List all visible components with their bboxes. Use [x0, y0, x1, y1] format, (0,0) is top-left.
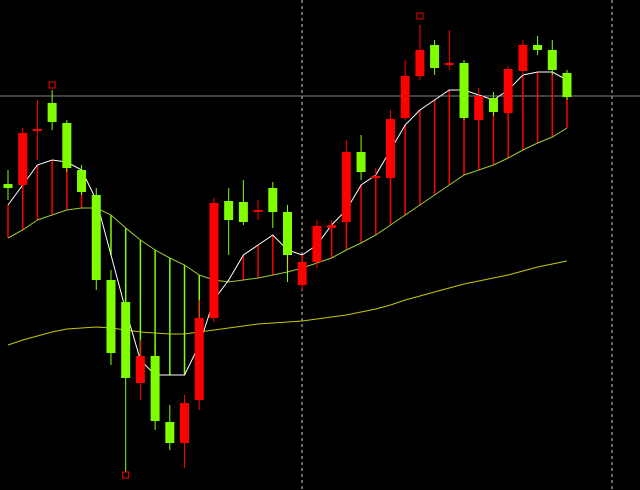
candle-body	[32, 129, 42, 131]
candle-body	[135, 356, 145, 383]
plot	[0, 12, 640, 479]
candle-body	[77, 170, 87, 192]
candle-body	[268, 188, 278, 212]
candle-body	[341, 152, 351, 222]
candle-body	[371, 176, 381, 178]
candle-body	[400, 76, 410, 118]
long-average-line	[7, 260, 568, 346]
candle-body	[327, 225, 337, 228]
candle-body	[474, 96, 484, 120]
candle-body	[430, 45, 440, 68]
candle-body	[415, 50, 425, 76]
candle-body	[562, 73, 572, 97]
candle-body	[121, 302, 131, 378]
candle-body	[253, 210, 263, 212]
candle-body	[356, 152, 366, 172]
candle-body	[283, 212, 292, 255]
fractal-marker	[122, 471, 130, 479]
candle-body	[18, 133, 28, 185]
candle-body	[150, 356, 160, 421]
candle-body	[47, 103, 57, 122]
candle-body	[533, 45, 543, 50]
candle-body	[194, 318, 204, 400]
candle-body	[106, 280, 116, 353]
candle-body	[224, 201, 234, 220]
candle-body	[312, 226, 322, 262]
candle-body	[297, 262, 307, 285]
fractal-marker	[416, 12, 424, 20]
candle-body	[444, 63, 454, 65]
candle-body	[91, 195, 101, 280]
candle-body	[503, 69, 513, 113]
candle-body	[238, 202, 248, 222]
candle-body	[3, 184, 13, 188]
candle-body	[165, 422, 175, 443]
candle-body	[209, 203, 219, 318]
candle-body	[180, 403, 190, 443]
candle-body	[547, 50, 557, 70]
candle-body	[459, 63, 469, 118]
candle-body	[488, 98, 498, 112]
candle-body	[62, 123, 72, 168]
fractal-marker	[48, 81, 56, 89]
candle-body	[518, 45, 528, 71]
candle-body	[385, 119, 395, 178]
